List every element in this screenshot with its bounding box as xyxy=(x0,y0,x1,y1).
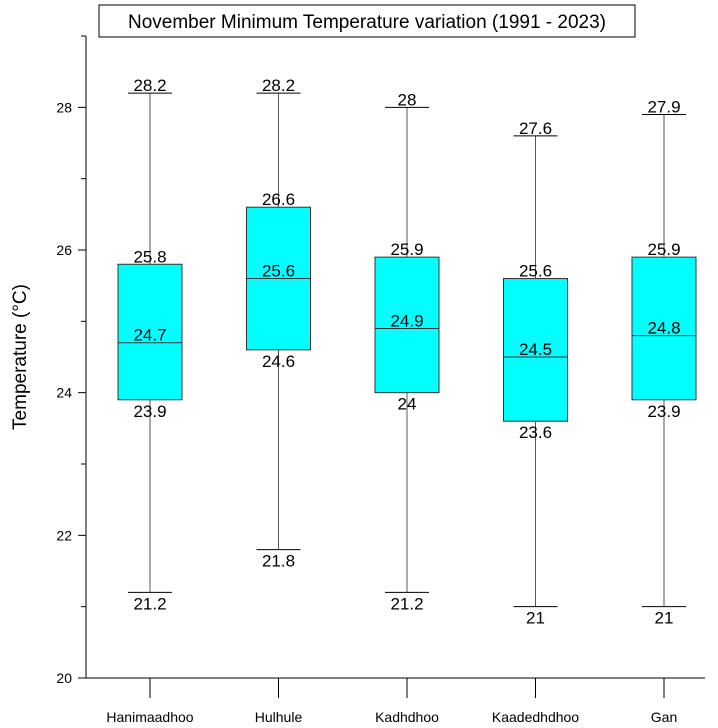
x-category-label: Hulhule xyxy=(255,709,303,725)
x-category-label: Hanimaadhoo xyxy=(106,709,193,725)
min-label: 21.2 xyxy=(390,594,423,613)
x-category-label: Kaadedhdhoo xyxy=(492,709,579,725)
y-tick-label: 20 xyxy=(56,670,72,686)
chart-title-group: November Minimum Temperature variation (… xyxy=(99,5,635,37)
min-label: 21.2 xyxy=(133,594,166,613)
q3-label: 25.9 xyxy=(647,240,680,259)
median-label: 24.5 xyxy=(519,340,552,359)
q1-label: 23.9 xyxy=(647,402,680,421)
q3-label: 25.9 xyxy=(390,240,423,259)
max-label: 28.2 xyxy=(262,76,295,95)
min-label: 21 xyxy=(655,609,674,628)
max-label: 28 xyxy=(398,90,417,109)
chart-title: November Minimum Temperature variation (… xyxy=(128,12,606,33)
q1-label: 24.6 xyxy=(262,352,295,371)
max-label: 27.6 xyxy=(519,119,552,138)
y-axis-title: Temperature (°C) xyxy=(10,284,31,430)
median-label: 24.7 xyxy=(133,326,166,345)
x-category-label: Kadhdhoo xyxy=(375,709,439,725)
y-tick-label: 28 xyxy=(56,99,72,115)
q3-label: 26.6 xyxy=(262,190,295,209)
median-label: 25.6 xyxy=(262,262,295,281)
q1-label: 24 xyxy=(398,395,417,414)
q1-label: 23.6 xyxy=(519,423,552,442)
q1-label: 23.9 xyxy=(133,402,166,421)
boxes xyxy=(118,93,696,607)
max-label: 28.2 xyxy=(133,76,166,95)
q3-label: 25.8 xyxy=(133,247,166,266)
max-label: 27.9 xyxy=(647,97,680,116)
median-label: 24.8 xyxy=(647,319,680,338)
y-tick-label: 26 xyxy=(56,242,72,258)
median-label: 24.9 xyxy=(390,311,423,330)
q3-label: 25.6 xyxy=(519,262,552,281)
y-tick-label: 22 xyxy=(56,527,72,543)
min-label: 21 xyxy=(526,609,545,628)
min-label: 21.8 xyxy=(262,552,295,571)
x-category-label: Gan xyxy=(651,709,677,725)
y-tick-label: 24 xyxy=(56,385,72,401)
